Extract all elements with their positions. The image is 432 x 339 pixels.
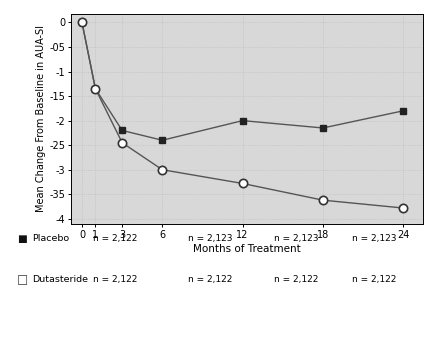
Text: ■: ■: [17, 234, 27, 244]
Text: □: □: [17, 273, 29, 286]
Text: Placebo: Placebo: [32, 235, 70, 243]
Text: n = 2,122: n = 2,122: [188, 275, 232, 284]
Text: n = 2,123: n = 2,123: [352, 235, 397, 243]
Text: n = 2,122: n = 2,122: [93, 275, 137, 284]
Text: Dutasteride: Dutasteride: [32, 275, 89, 284]
X-axis label: Months of Treatment: Months of Treatment: [194, 244, 301, 254]
Text: n = 2,122: n = 2,122: [352, 275, 397, 284]
Y-axis label: Mean Change From Baseline in AUA-SI: Mean Change From Baseline in AUA-SI: [36, 25, 46, 212]
Text: n = 2,123: n = 2,123: [188, 235, 232, 243]
Text: n = 2,123: n = 2,123: [274, 235, 319, 243]
Text: n = 2,122: n = 2,122: [274, 275, 319, 284]
Text: n = 2,122: n = 2,122: [93, 235, 137, 243]
